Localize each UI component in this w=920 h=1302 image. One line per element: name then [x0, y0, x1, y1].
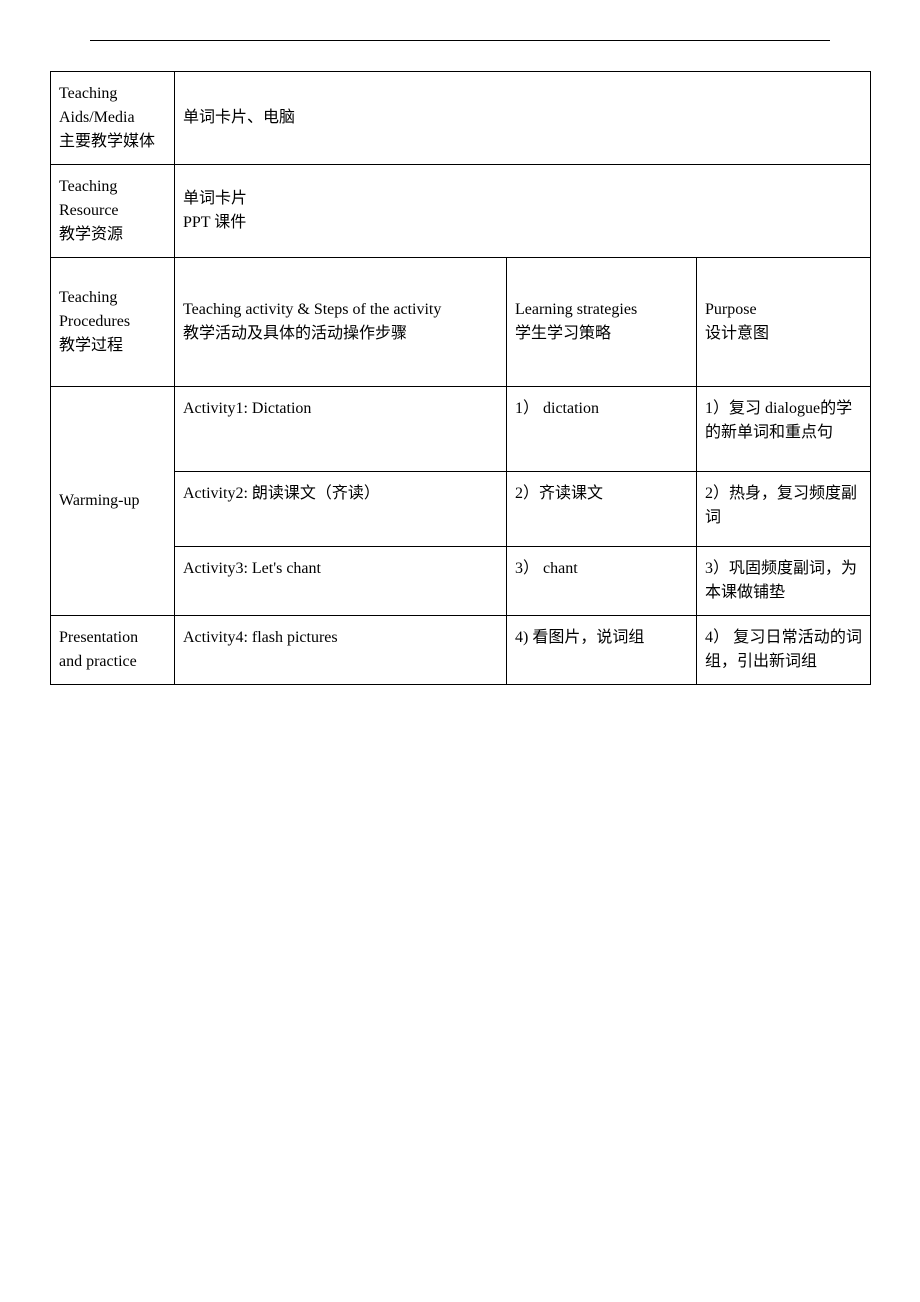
top-rule: [90, 40, 830, 41]
cell-a2-purpose: 2）热身，复习频度副词: [697, 472, 871, 547]
resource-value-1: 单词卡片: [183, 190, 247, 207]
row-procedures-header: Teaching Procedures 教学过程 Teaching activi…: [51, 258, 871, 387]
cell-procedures-col2: Teaching activity & Steps of the activit…: [175, 258, 507, 387]
cell-resource-value: 单词卡片 PPT 课件: [175, 165, 871, 258]
procedures-col4-zh: 设计意图: [705, 325, 769, 342]
cell-a1-strategy: 1） dictation: [507, 387, 697, 472]
procedures-col4-en: Purpose: [705, 301, 757, 318]
procedures-label-zh: 教学过程: [59, 337, 123, 354]
cell-a1-activity: Activity1: Dictation: [175, 387, 507, 472]
row-presentation-a4: Presentation and practice Activity4: fla…: [51, 616, 871, 685]
cell-aids-label: Teaching Aids/Media 主要教学媒体: [51, 72, 175, 165]
procedures-col3-zh: 学生学习策略: [515, 325, 611, 342]
cell-procedures-label: Teaching Procedures 教学过程: [51, 258, 175, 387]
cell-aids-value: 单词卡片、电脑: [175, 72, 871, 165]
procedures-col2-en: Teaching activity & Steps of the activit…: [183, 301, 441, 318]
presentation-label-1: Presentation: [59, 629, 138, 646]
row-warming-a1: Warming-up Activity1: Dictation 1） dicta…: [51, 387, 871, 472]
cell-a2-activity: Activity2: 朗读课文（齐读）: [175, 472, 507, 547]
lesson-plan-table: Teaching Aids/Media 主要教学媒体 单词卡片、电脑 Teach…: [50, 71, 871, 685]
presentation-label-2: and practice: [59, 653, 137, 670]
cell-presentation-label: Presentation and practice: [51, 616, 175, 685]
cell-a4-strategy: 4) 看图片，说词组: [507, 616, 697, 685]
cell-a3-purpose: 3）巩固频度副词，为本课做铺垫: [697, 547, 871, 616]
aids-label-zh: 主要教学媒体: [59, 133, 155, 150]
resource-label-en: Teaching Resource: [59, 178, 119, 219]
cell-a3-strategy: 3） chant: [507, 547, 697, 616]
resource-value-2: PPT 课件: [183, 214, 246, 231]
cell-a2-strategy: 2）齐读课文: [507, 472, 697, 547]
cell-warming-label: Warming-up: [51, 387, 175, 616]
cell-a4-purpose: 4） 复习日常活动的词组，引出新词组: [697, 616, 871, 685]
cell-procedures-col3: Learning strategies 学生学习策略: [507, 258, 697, 387]
procedures-label-en: Teaching Procedures: [59, 289, 130, 330]
procedures-col2-zh: 教学活动及具体的活动操作步骤: [183, 325, 407, 342]
cell-procedures-col4: Purpose 设计意图: [697, 258, 871, 387]
cell-a4-activity: Activity4: flash pictures: [175, 616, 507, 685]
cell-a3-activity: Activity3: Let's chant: [175, 547, 507, 616]
cell-resource-label: Teaching Resource 教学资源: [51, 165, 175, 258]
aids-label-en: Teaching Aids/Media: [59, 85, 135, 126]
row-teaching-resource: Teaching Resource 教学资源 单词卡片 PPT 课件: [51, 165, 871, 258]
procedures-col3-en: Learning strategies: [515, 301, 637, 318]
cell-a1-purpose: 1）复习 dialogue的学的新单词和重点句: [697, 387, 871, 472]
row-teaching-aids: Teaching Aids/Media 主要教学媒体 单词卡片、电脑: [51, 72, 871, 165]
resource-label-zh: 教学资源: [59, 226, 123, 243]
